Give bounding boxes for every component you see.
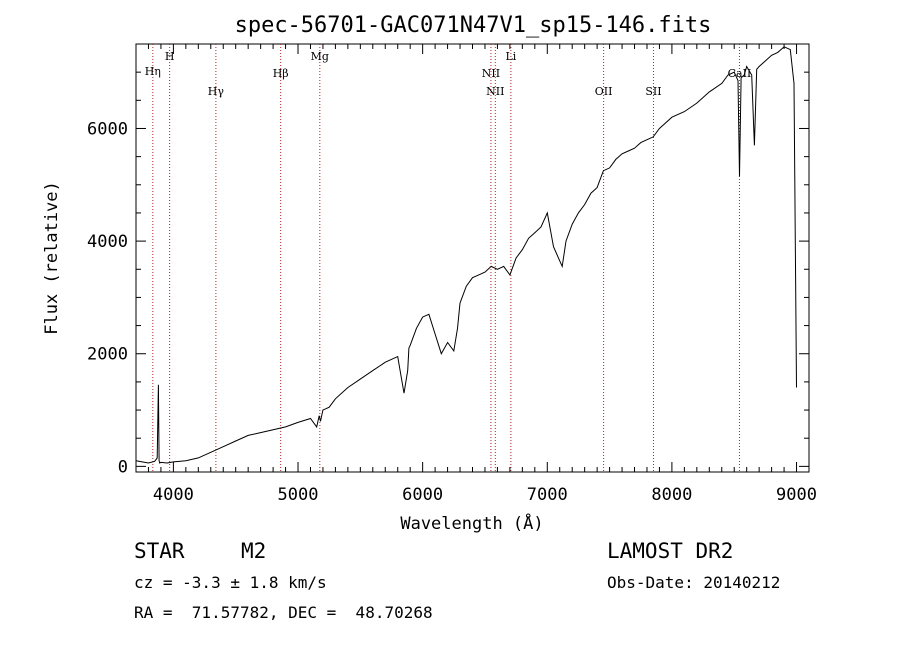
object-subclass: M2 — [241, 539, 267, 563]
survey-name: LAMOST DR2 — [607, 539, 734, 563]
redshift-cz: cz = -3.3 ± 1.8 km/s — [134, 573, 327, 592]
x-tick-label: 7000 — [527, 485, 568, 505]
x-tick-label: 9000 — [776, 485, 817, 505]
chart-title: spec-56701-GAC071N47V1_sp15-146.fits — [235, 13, 712, 38]
line-marker-label: NII — [482, 67, 500, 80]
x-tick-label: 5000 — [278, 485, 319, 505]
plot-frame — [135, 43, 810, 473]
line-marker-label: Hβ — [273, 67, 289, 80]
y-tick-label: 4000 — [87, 232, 128, 252]
line-marker-label: Mg — [311, 50, 329, 63]
line-marker-label: NII — [486, 85, 504, 98]
y-tick-label: 2000 — [87, 345, 128, 365]
line-marker-label: SII — [645, 85, 661, 98]
x-axis-label: Wavelength (Å) — [400, 512, 543, 534]
y-tick-label: 6000 — [87, 119, 128, 139]
line-marker-label: OII — [595, 85, 613, 98]
x-tick-label: 6000 — [402, 485, 443, 505]
line-marker-label: Hγ — [208, 85, 225, 98]
line-marker-label: H — [165, 50, 175, 63]
object-class: STAR — [134, 539, 185, 563]
ra-dec: RA = 71.57782, DEC = 48.70268 — [134, 603, 433, 622]
y-axis-label: Flux (relative) — [42, 181, 62, 335]
line-marker-label: Hη — [145, 65, 161, 78]
observation-date: Obs-Date: 20140212 — [607, 573, 781, 592]
x-tick-label: 4000 — [153, 485, 194, 505]
line-marker-label: Li — [505, 50, 516, 63]
spectrum-line — [135, 46, 797, 464]
axis-ticks: 4000 5000 6000 7000 8000 9000 0 2000 4000 6000 — [87, 44, 817, 505]
x-tick-label: 8000 — [651, 485, 692, 505]
y-tick-label: 0 — [118, 457, 128, 477]
